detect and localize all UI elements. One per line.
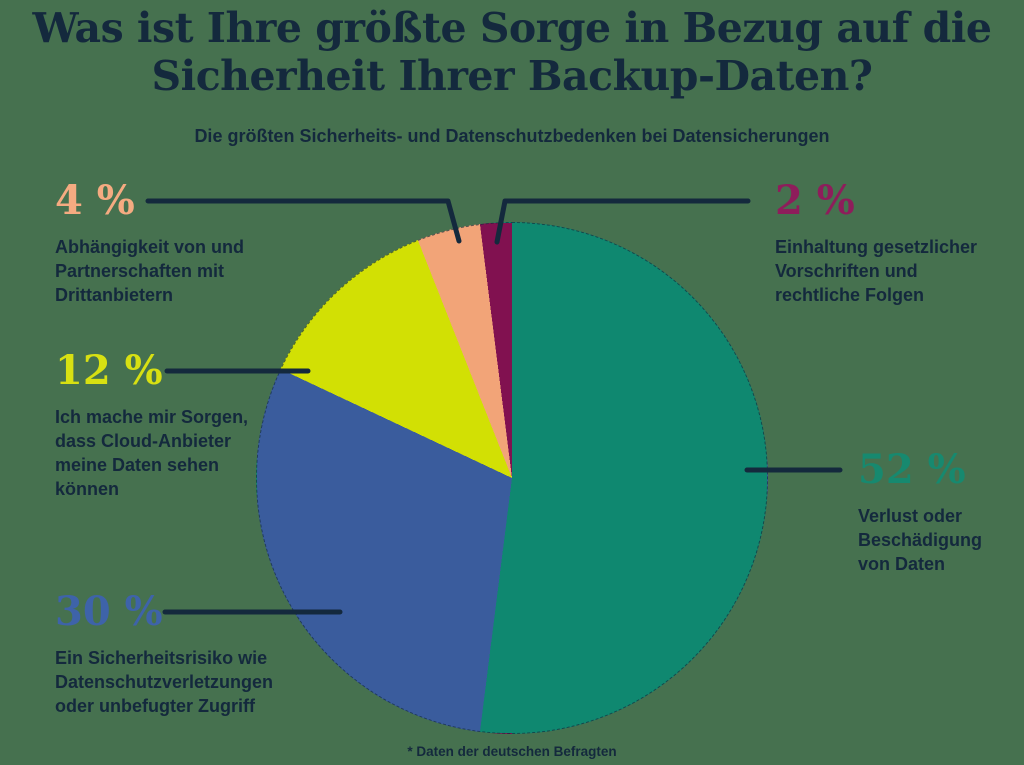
callout-dependency: 4 % Abhängigkeit von und Partnerschaften… — [55, 181, 295, 307]
pie-chart — [256, 222, 768, 734]
callout-cloud-value: 12 % — [55, 347, 163, 394]
callout-cloud-label: Ich mache mir Sorgen, dass Cloud-Anbiete… — [55, 407, 249, 499]
callout-compliance-value: 2 % — [775, 177, 855, 224]
callout-loss-value: 52 % — [858, 446, 966, 493]
callout-risk: 30 % Ein Sicherheitsrisiko wie Datenschu… — [55, 592, 320, 718]
callout-dependency-value: 4 % — [55, 177, 135, 224]
callout-dependency-label: Abhängigkeit von und Partnerschaften mit… — [55, 237, 244, 305]
callout-compliance-label: Einhaltung gesetzlicher Vorschriften und… — [775, 237, 978, 305]
footnote: * Daten der deutschen Befragten — [407, 744, 617, 759]
callout-compliance: 2 % Einhaltung gesetzlicher Vorschriften… — [775, 181, 1020, 307]
callout-loss: 52 % Verlust oder Beschädigung von Daten — [858, 450, 1024, 576]
page-title: Was ist Ihre größte Sorge in Bezug auf d… — [32, 4, 992, 101]
callout-cloud: 12 % Ich mache mir Sorgen, dass Cloud-An… — [55, 351, 290, 501]
callout-risk-value: 30 % — [55, 588, 163, 635]
subtitle: Die größten Sicherheits- und Datenschutz… — [194, 126, 830, 146]
callout-loss-label: Verlust oder Beschädigung von Daten — [858, 506, 983, 574]
callout-risk-label: Ein Sicherheitsrisiko wie Datenschutzver… — [55, 648, 274, 716]
